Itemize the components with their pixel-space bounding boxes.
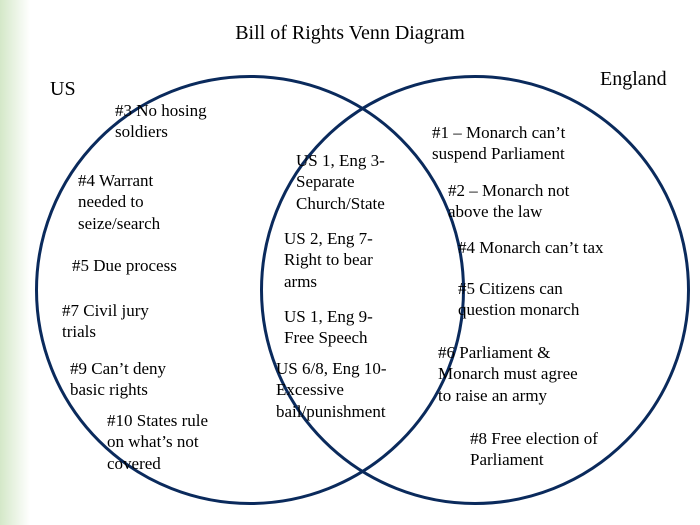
diagram-title: Bill of Rights Venn Diagram	[0, 22, 700, 45]
label-england: England	[600, 68, 667, 91]
venn-item-right: #8 Free election of Parliament	[470, 428, 670, 471]
left-gradient	[0, 0, 30, 525]
label-us: US	[50, 78, 76, 101]
venn-item-left: #7 Civil jury trials	[62, 300, 212, 343]
venn-item-left: #4 Warrant needed to seize/search	[78, 170, 228, 234]
venn-item-right: #1 – Monarch can’t suspend Parliament	[432, 122, 632, 165]
venn-item-middle: US 6/8, Eng 10- Excessive bail/punishmen…	[276, 358, 446, 422]
venn-item-right: #2 – Monarch not above the law	[448, 180, 648, 223]
venn-item-left: #3 No hosing soldiers	[115, 100, 265, 143]
venn-item-right: #5 Citizens can question monarch	[458, 278, 658, 321]
venn-item-left: #10 States rule on what’s not covered	[107, 410, 277, 474]
venn-item-middle: US 2, Eng 7- Right to bear arms	[284, 228, 434, 292]
venn-item-middle: US 1, Eng 9- Free Speech	[284, 306, 434, 349]
venn-item-middle: US 1, Eng 3- Separate Church/State	[296, 150, 436, 214]
venn-item-right: #6 Parliament & Monarch must agree to ra…	[438, 342, 648, 406]
venn-item-left: #9 Can’t deny basic rights	[70, 358, 230, 401]
venn-item-left: #5 Due process	[72, 255, 242, 276]
venn-item-right: #4 Monarch can’t tax	[458, 237, 668, 258]
